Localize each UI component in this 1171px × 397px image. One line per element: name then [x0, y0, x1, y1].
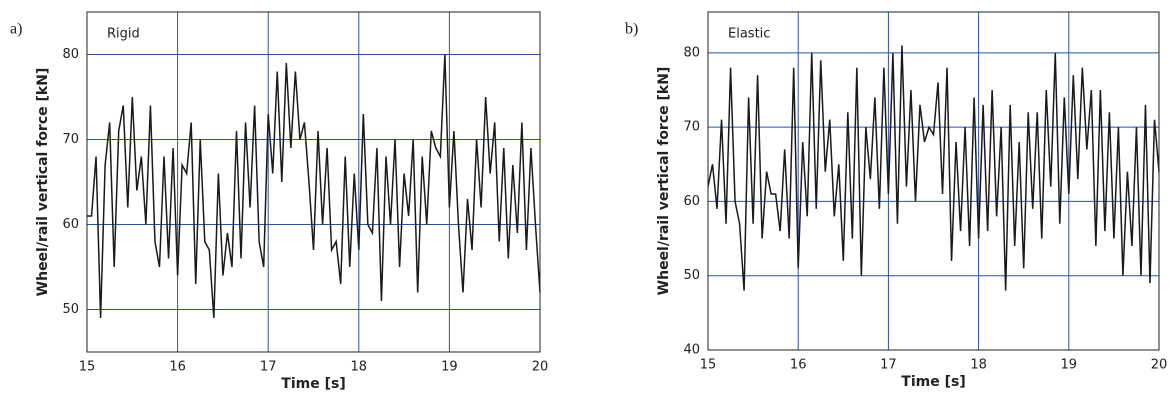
x-tick-label: 20 — [1151, 358, 1168, 373]
y-tick-label: 70 — [62, 132, 79, 147]
y-tick-label: 80 — [62, 47, 79, 62]
x-tick-label: 16 — [169, 360, 186, 375]
plot-frame — [707, 11, 1160, 351]
x-tick-label: 17 — [260, 360, 277, 375]
x-tick-label: 16 — [790, 358, 807, 373]
y-axis-label: Wheel/rail vertical force [kN] — [35, 68, 51, 297]
x-tick-label: 19 — [441, 360, 458, 375]
y-tick-label: 60 — [62, 217, 79, 232]
y-tick-label: 40 — [683, 343, 700, 358]
y-tick-label: 80 — [683, 45, 700, 60]
plot-frame — [86, 11, 541, 353]
y-tick-label: 50 — [62, 302, 79, 317]
data-line — [707, 45, 1160, 291]
x-tick-label: 19 — [1061, 358, 1078, 373]
annotation: Rigid — [107, 27, 140, 42]
x-tick-label: 20 — [532, 360, 549, 375]
y-tick-label: 70 — [683, 120, 700, 135]
data-line — [87, 54, 541, 319]
x-tick-label: 18 — [970, 358, 987, 373]
y-axis-label: Wheel/rail vertical force [kN] — [656, 67, 672, 296]
x-axis-label: Time [s] — [901, 374, 965, 390]
annotation-bg — [97, 22, 155, 46]
panel-label: a) — [10, 21, 22, 38]
y-tick-label: 60 — [683, 194, 700, 209]
x-tick-label: 18 — [351, 360, 368, 375]
x-tick-label: 17 — [880, 358, 897, 373]
x-tick-label: 15 — [700, 358, 717, 373]
x-axis-label: Time [s] — [281, 376, 345, 392]
annotation-bg — [718, 22, 776, 46]
y-tick-label: 50 — [683, 268, 700, 283]
annotation: Elastic — [728, 27, 770, 42]
panel-label: b) — [625, 21, 638, 38]
x-tick-label: 15 — [79, 360, 96, 375]
